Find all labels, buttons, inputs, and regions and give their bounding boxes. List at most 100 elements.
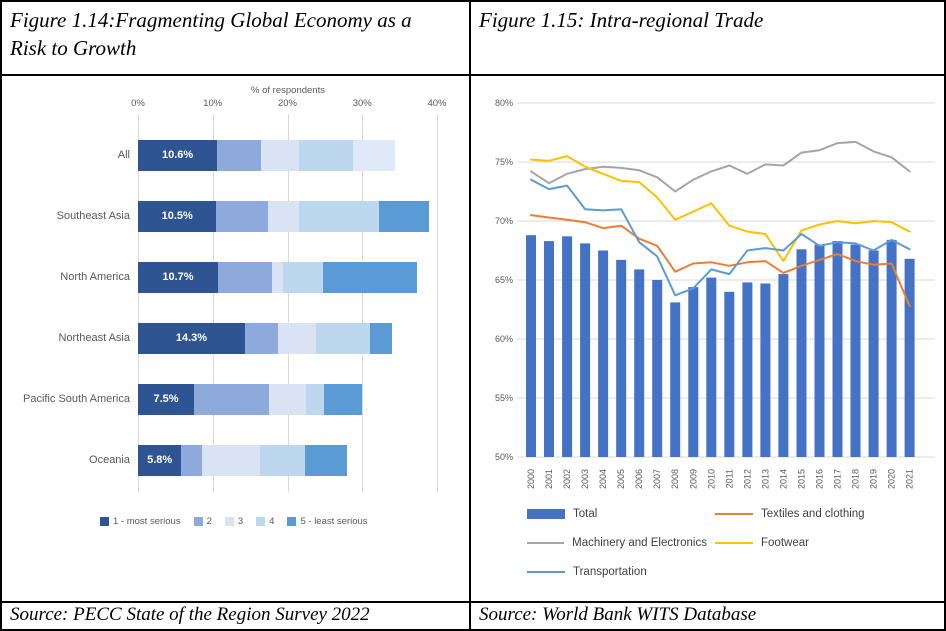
vertical-gridline [212,114,214,492]
bar-segment: 7.5% [138,384,195,415]
stacked-bar: 14.3% [138,323,393,354]
trade-legend: Total Textiles and clothing Machinery and … [527,508,865,578]
total-bar [904,258,915,457]
total-bar [778,274,789,457]
total-bar [796,249,807,457]
legend-swatch [527,570,565,574]
x-tick-label: 2021 [905,469,915,489]
x-tick-label: 2018 [851,469,861,489]
legend-swatch [287,517,297,526]
total-bar [868,250,879,457]
x-tick-label: 2009 [688,469,698,489]
bar-segment [268,201,300,232]
bar-value-label: 10.6% [162,149,194,161]
category-label: North America [60,271,130,283]
legend-item: Machinery and Electronics [527,537,707,549]
bar-segment [217,262,272,293]
left-source-cell: Source: PECC State of the Region Survey … [2,601,471,629]
trade-chart-plot: 80%75%70%65%60%55%50%2000 2001 2002 2003 200… [495,98,935,489]
bar-segment [194,384,269,415]
total-bar [616,259,627,457]
legend-item: 2 [193,516,212,527]
y-tick-label: 80% [495,98,513,108]
legend-label: Footwear [761,537,809,549]
x-tick-label: 2019 [869,469,879,489]
category-label: Oceania [89,454,130,466]
legend-item: Textiles and clothing [715,508,865,520]
x-tick-label: 2005 [616,469,626,489]
x-tick-label: 2006 [634,469,644,489]
x-tick-label: 40% [427,98,447,109]
bar-segment [259,445,305,476]
x-tick-label: 2007 [652,469,662,489]
legend-swatch [256,517,266,526]
category-label: Northeast Asia [58,332,130,344]
bar-segment [322,262,417,293]
legend-swatch [715,541,753,545]
bar-row: North America 10.7% [2,262,469,293]
legend-label: Total [573,508,598,520]
legend-label: 1 - most serious [113,516,181,527]
bar-segment [315,323,371,354]
x-tick-label: 2011 [724,469,734,488]
total-bar [706,277,717,457]
bar-value-label: 10.7% [162,271,194,283]
x-tick-label: 2020 [887,469,897,489]
y-tick-label: 60% [495,334,513,344]
total-bar [742,282,753,457]
y-tick-label: 55% [495,393,513,403]
legend-label: 3 [237,516,244,527]
bar-segment: 10.7% [138,262,218,293]
bar-segment [304,445,348,476]
line-transportation [530,178,911,297]
vertical-gridline [362,114,364,492]
bar-segment [379,201,430,232]
x-tick-label: 2014 [778,469,788,489]
vertical-gridline [437,114,438,492]
total-bar [652,280,663,457]
bar-segment [244,323,278,354]
bar-segment [299,201,380,232]
category-label: Pacific South America [23,393,130,405]
survey-legend: 1 - most serious 2 3 4 5 - least serious [100,516,368,527]
x-tick-label: 2003 [580,469,590,489]
right-source-text: Source: World Bank WITS Database [479,604,757,625]
legend-item: 3 [224,516,244,527]
stacked-bar: 10.7% [138,262,417,293]
stacked-bar: 10.6% [138,140,396,171]
bar-value-label: 7.5% [153,393,179,405]
legend-label: Transportation [573,566,647,578]
legend-item: Footwear [715,537,865,549]
right-figure-header: Figure 1.15: Intra-regional Trade [471,2,944,76]
total-bar [526,235,536,457]
total-bars-group [526,235,915,457]
survey-axis-title: % of respondents [251,85,325,96]
bar-segment [268,384,307,415]
bar-segment [282,262,323,293]
bar-segment [324,384,363,415]
category-label: All [117,149,130,161]
legend-item: 4 [256,516,274,527]
total-bar [886,239,897,457]
legend-item: 1 - most serious [100,516,181,527]
bar-value-label: 10.5% [161,210,193,222]
left-figure-header: Figure 1.14:Fragmenting Global Economy a… [2,2,471,76]
total-bar [580,243,591,457]
bar-row: Southeast Asia 10.5% [2,201,469,232]
x-tick-label: 2008 [670,469,680,489]
x-tick-label: 2012 [742,469,752,489]
legend-label: 2 [206,516,212,527]
category-label: Southeast Asia [56,210,130,222]
y-tick-label: 75% [495,157,513,167]
total-bar [760,283,771,457]
survey-chart: % of respondents 0% 10% 20% 30% 40% All 10.6%… [2,76,471,601]
x-tick-label: 2016 [815,469,825,489]
line-footwear [530,155,911,263]
bar-segment [370,323,393,354]
x-tick-label: 2002 [562,469,572,489]
x-tick-label: 0% [131,98,145,109]
bar-segment: 10.5% [138,201,217,232]
legend-label: Textiles and clothing [761,508,865,520]
x-tick-label: 10% [203,98,223,109]
left-source-text: Source: PECC State of the Region Survey … [10,604,370,625]
